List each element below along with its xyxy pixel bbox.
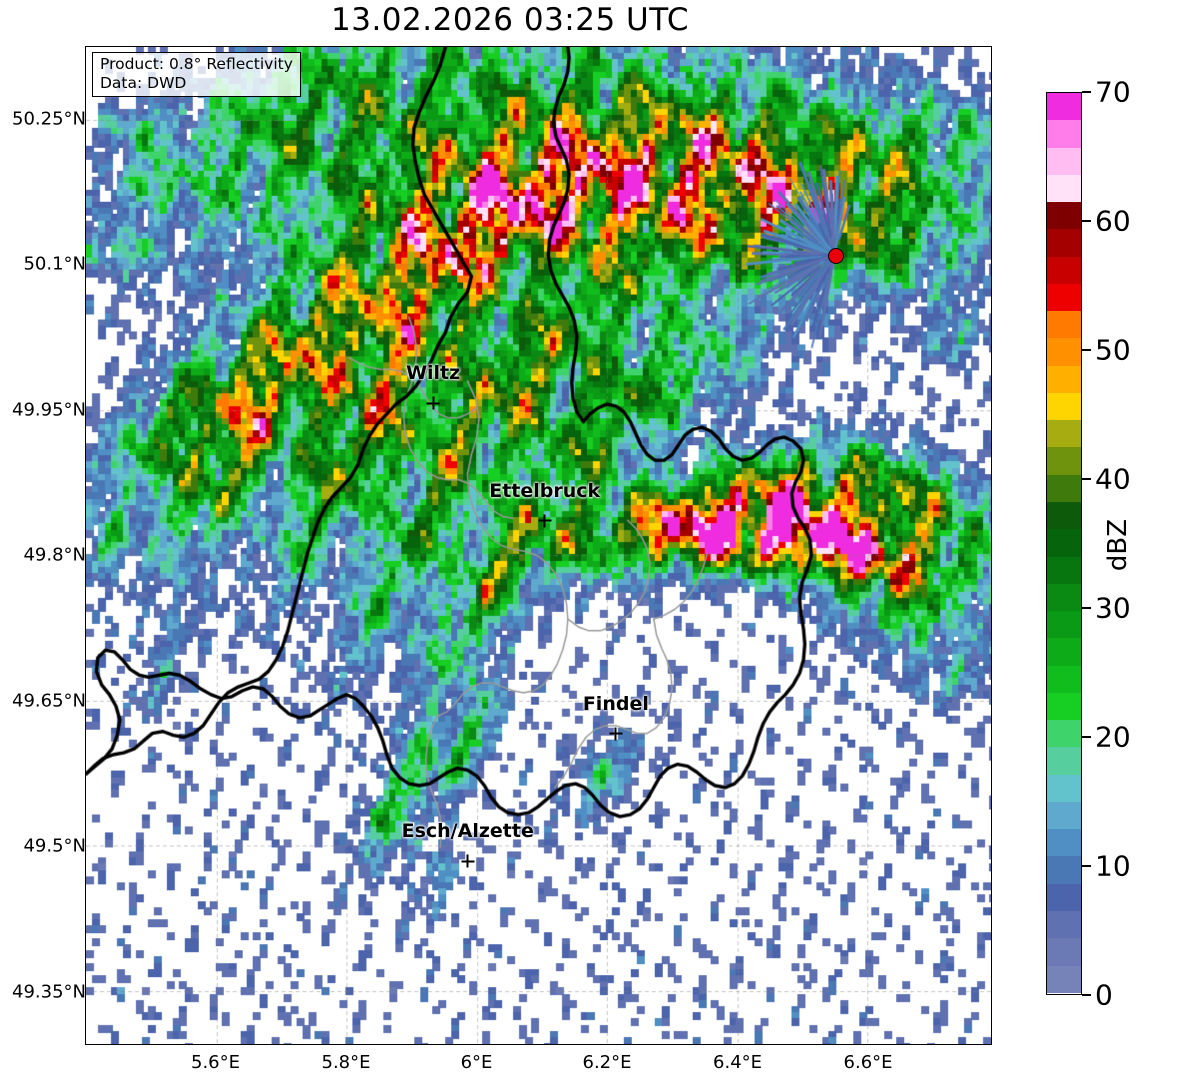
colorbar-axis-label: dBZ bbox=[1103, 518, 1133, 572]
colorbar-band bbox=[1047, 529, 1081, 557]
longitude-tick-label: 6.2°E bbox=[582, 1052, 632, 1073]
colorbar-tick-label: 50 bbox=[1095, 333, 1131, 367]
latitude-tick-label: 50.25°N bbox=[12, 108, 86, 130]
colorbar-band bbox=[1047, 365, 1081, 393]
colorbar-band bbox=[1047, 856, 1081, 884]
latitude-tick-label: 49.65°N bbox=[12, 690, 86, 712]
colorbar-band bbox=[1047, 556, 1081, 584]
colorbar-tick-mark bbox=[1082, 220, 1091, 222]
city-marker-icon bbox=[538, 514, 552, 528]
colorbar[interactable] bbox=[1046, 92, 1082, 995]
colorbar-band bbox=[1047, 229, 1081, 257]
latitude-tick-label: 49.95°N bbox=[12, 399, 86, 421]
legend-data-line: Data: DWD bbox=[100, 73, 187, 92]
city-label: Wiltz bbox=[406, 362, 461, 385]
colorbar-band bbox=[1047, 501, 1081, 530]
colorbar-band bbox=[1047, 638, 1081, 666]
colorbar-tick-mark bbox=[1082, 349, 1091, 351]
colorbar-tick-label: 60 bbox=[1095, 204, 1131, 238]
colorbar-tick-mark bbox=[1082, 607, 1091, 609]
colorbar-band bbox=[1047, 611, 1081, 639]
city-label: Ettelbruck bbox=[489, 479, 601, 502]
colorbar-band bbox=[1047, 392, 1081, 421]
longitude-tick-label: 5.8°E bbox=[321, 1052, 371, 1073]
page-title: 13.02.2026 03:25 UTC bbox=[331, 2, 689, 38]
colorbar-band bbox=[1047, 774, 1081, 802]
colorbar-tick-label: 40 bbox=[1095, 462, 1131, 496]
colorbar-band bbox=[1047, 720, 1081, 748]
longitude-tick-label: 6.6°E bbox=[843, 1052, 893, 1073]
colorbar-band bbox=[1047, 202, 1081, 230]
colorbar-tick-mark bbox=[1082, 994, 1091, 996]
city-marker-icon bbox=[461, 854, 475, 868]
colorbar-band bbox=[1047, 283, 1081, 312]
latitude-tick-label: 49.35°N bbox=[12, 981, 86, 1003]
latitude-tick-label: 49.8°N bbox=[23, 544, 86, 566]
colorbar-band bbox=[1047, 338, 1081, 366]
colorbar-band bbox=[1047, 447, 1081, 475]
latitude-tick-label: 50.1°N bbox=[23, 253, 86, 275]
colorbar-tick-label: 70 bbox=[1095, 75, 1131, 109]
colorbar-band bbox=[1047, 829, 1081, 857]
colorbar-band bbox=[1047, 311, 1081, 339]
colorbar-band bbox=[1047, 120, 1081, 148]
city-marker-icon bbox=[609, 727, 623, 741]
colorbar-band bbox=[1047, 910, 1081, 939]
colorbar-band bbox=[1047, 801, 1081, 830]
legend-product-line: Product: 0.8° Reflectivity bbox=[100, 55, 293, 73]
colorbar-band bbox=[1047, 665, 1081, 693]
colorbar-tick-label: 30 bbox=[1095, 591, 1131, 625]
colorbar-band bbox=[1047, 747, 1081, 775]
city-label: Esch/Alzette bbox=[401, 820, 534, 843]
colorbar-band bbox=[1047, 583, 1081, 612]
longitude-tick-label: 5.6°E bbox=[191, 1052, 240, 1073]
colorbar-band bbox=[1047, 147, 1081, 175]
city-marker-icon bbox=[426, 396, 440, 410]
colorbar-tick-mark bbox=[1082, 865, 1091, 867]
radar-plot-area[interactable]: Product: 0.8° Reflectivity Data: DWD Wil… bbox=[85, 46, 992, 1045]
colorbar-tick-label: 20 bbox=[1095, 720, 1131, 754]
product-legend-box: Product: 0.8° Reflectivity Data: DWD bbox=[92, 52, 301, 97]
colorbar-band bbox=[1047, 692, 1081, 721]
longitude-tick-label: 6°E bbox=[460, 1052, 493, 1073]
colorbar-band bbox=[1047, 938, 1081, 966]
colorbar-tick-mark bbox=[1082, 478, 1091, 480]
map-borders-layer bbox=[86, 47, 991, 1044]
colorbar-tick-mark bbox=[1082, 91, 1091, 93]
colorbar-tick-label: 10 bbox=[1095, 849, 1131, 883]
city-label: Findel bbox=[582, 692, 649, 715]
colorbar-band bbox=[1047, 93, 1081, 121]
longitude-tick-label: 6.4°E bbox=[713, 1052, 763, 1073]
colorbar-tick-mark bbox=[1082, 736, 1091, 738]
colorbar-tick-label: 0 bbox=[1095, 978, 1113, 1012]
colorbar-band bbox=[1047, 474, 1081, 502]
colorbar-band bbox=[1047, 883, 1081, 911]
colorbar-band bbox=[1047, 174, 1081, 203]
radar-site-marker[interactable] bbox=[827, 247, 844, 264]
latitude-tick-label: 49.5°N bbox=[23, 835, 86, 857]
colorbar-band bbox=[1047, 420, 1081, 448]
colorbar-band bbox=[1047, 256, 1081, 284]
colorbar-band bbox=[1047, 965, 1081, 993]
